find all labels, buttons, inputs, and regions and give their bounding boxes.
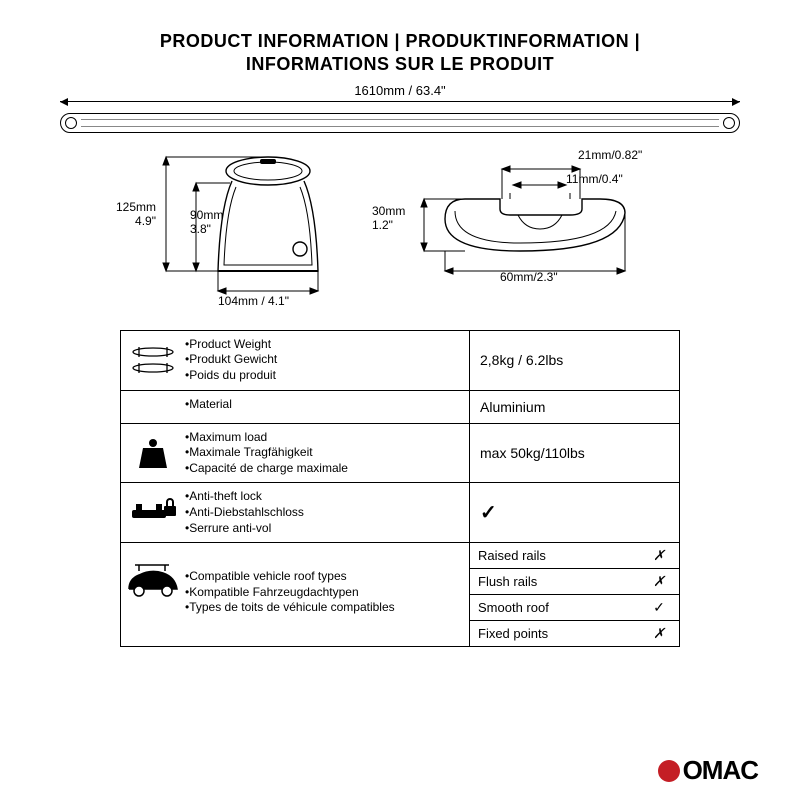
label: Serrure anti-vol (185, 521, 465, 537)
label: Material (185, 397, 465, 413)
brand-dot-icon (658, 760, 680, 782)
subrow-smooth-roof: Smooth roof ✓ (470, 595, 679, 621)
label: Compatible vehicle roof types (185, 569, 465, 585)
bar-length-label: 1610mm / 63.4" (348, 83, 451, 98)
profile-height-label: 30mm1.2" (372, 205, 418, 233)
label: Capacité de charge maximale (185, 461, 465, 477)
lock-icon (121, 483, 185, 542)
label: Kompatible Fahrzeugdachtypen (185, 585, 465, 601)
profile-inner-slot-label: 11mm/0.4" (566, 173, 623, 187)
foot-height-outer-label: 125mm4.9" (102, 201, 156, 229)
label: Anti-Diebstahlschloss (185, 505, 465, 521)
page-title: PRODUCT INFORMATION | PRODUKTINFORMATION… (60, 30, 740, 77)
label: Produkt Gewicht (185, 352, 465, 368)
value-weight: 2,8kg / 6.2lbs (469, 331, 679, 390)
value-material: Aluminium (469, 391, 679, 423)
profile-top-slot-label: 21mm/0.82" (578, 149, 642, 163)
subrow-fixed-points: Fixed points ✗ (470, 621, 679, 646)
label: Anti-theft lock (185, 489, 465, 505)
row-load: Maximum load Maximale Tragfähigkeit Capa… (121, 424, 679, 484)
subrow-flush-rails: Flush rails ✗ (470, 569, 679, 595)
bar-length-dimension: 1610mm / 63.4" (60, 89, 740, 107)
foot-diagram: 125mm4.9" 90mm3.8" 104mm / 4.1" (160, 153, 350, 308)
crossbar-drawing (60, 113, 740, 133)
subrow-raised-rails: Raised rails ✗ (470, 543, 679, 569)
foot-width-label: 104mm / 4.1" (218, 295, 289, 309)
label: Types de toits de véhicule compatibles (185, 600, 465, 616)
brand-text: OMAC (683, 755, 758, 786)
label: Poids du produit (185, 368, 465, 384)
weight-icon (121, 424, 185, 483)
row-compat: Compatible vehicle roof types Kompatible… (121, 543, 679, 646)
label: Maximale Tragfähigkeit (185, 445, 465, 461)
profile-width-label: 60mm/2.3" (500, 271, 558, 285)
value-load: max 50kg/110lbs (469, 424, 679, 483)
profile-diagram: 21mm/0.82" 11mm/0.4" 30mm1.2" 60mm/2.3" (410, 153, 640, 308)
row-weight: Product Weight Produkt Gewicht Poids du … (121, 331, 679, 391)
row-material: Material Aluminium (121, 391, 679, 424)
compat-subrows: Raised rails ✗ Flush rails ✗ Smooth roof… (469, 543, 679, 646)
spec-table: Product Weight Produkt Gewicht Poids du … (120, 330, 680, 647)
brand-logo: OMAC (658, 755, 758, 786)
foot-height-inner-label: 90mm3.8" (190, 209, 223, 237)
value-lock: ✓ (469, 483, 679, 542)
label: Maximum load (185, 430, 465, 446)
label: Product Weight (185, 337, 465, 353)
row-lock: Anti-theft lock Anti-Diebstahlschloss Se… (121, 483, 679, 543)
car-icon (121, 543, 185, 646)
bars-icon (121, 331, 185, 390)
